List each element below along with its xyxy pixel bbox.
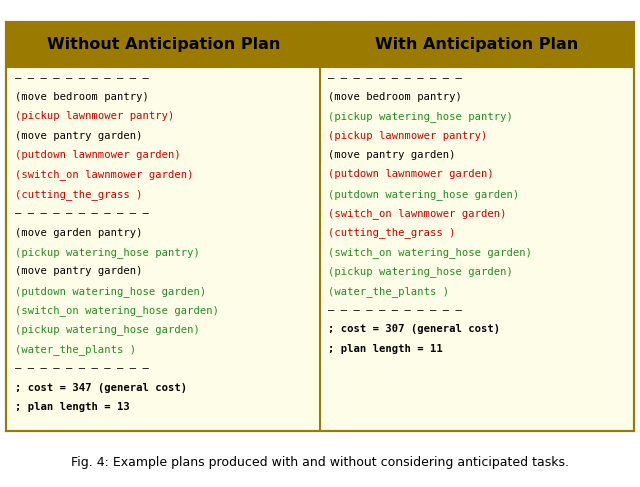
Text: (move bedroom pantry): (move bedroom pantry) bbox=[15, 92, 148, 102]
Text: ; plan length = 13: ; plan length = 13 bbox=[15, 402, 129, 412]
Text: (water_the_plants ): (water_the_plants ) bbox=[328, 286, 449, 297]
Text: — — — — — — — — — — —: — — — — — — — — — — — bbox=[15, 363, 148, 373]
Text: (switch_on watering_hose garden): (switch_on watering_hose garden) bbox=[328, 247, 532, 258]
Text: — — — — — — — — — — —: — — — — — — — — — — — bbox=[15, 208, 148, 218]
Text: (move pantry garden): (move pantry garden) bbox=[15, 131, 142, 141]
Text: (putdown watering_hose garden): (putdown watering_hose garden) bbox=[328, 189, 520, 200]
Bar bbox=[320, 22, 634, 67]
Text: — — — — — — — — — — —: — — — — — — — — — — — bbox=[328, 305, 462, 315]
Text: — — — — — — — — — — —: — — — — — — — — — — — bbox=[15, 73, 148, 83]
Text: (pickup watering_hose garden): (pickup watering_hose garden) bbox=[328, 266, 513, 277]
Text: ; cost = 307 (general cost): ; cost = 307 (general cost) bbox=[328, 324, 500, 335]
Text: Without Anticipation Plan: Without Anticipation Plan bbox=[47, 37, 280, 52]
Bar bbox=[6, 22, 320, 67]
Text: (pickup watering_hose pantry): (pickup watering_hose pantry) bbox=[328, 112, 513, 122]
Text: (pickup lawnmower pantry): (pickup lawnmower pantry) bbox=[15, 112, 174, 121]
Text: ; cost = 347 (general cost): ; cost = 347 (general cost) bbox=[15, 383, 187, 393]
Text: ; plan length = 11: ; plan length = 11 bbox=[328, 344, 443, 354]
Text: (cutting_the_grass ): (cutting_the_grass ) bbox=[328, 227, 456, 239]
Text: (putdown lawnmower garden): (putdown lawnmower garden) bbox=[15, 150, 180, 160]
Text: Fig. 4: Example plans produced with and without considering anticipated tasks.: Fig. 4: Example plans produced with and … bbox=[71, 456, 569, 469]
Text: — — — — — — — — — — —: — — — — — — — — — — — bbox=[328, 73, 462, 83]
Text: (putdown lawnmower garden): (putdown lawnmower garden) bbox=[328, 169, 494, 179]
Text: (pickup watering_hose garden): (pickup watering_hose garden) bbox=[15, 324, 200, 336]
Text: (move pantry garden): (move pantry garden) bbox=[15, 266, 142, 276]
Text: (cutting_the_grass ): (cutting_the_grass ) bbox=[15, 189, 142, 200]
Text: (switch_on watering_hose garden): (switch_on watering_hose garden) bbox=[15, 305, 219, 316]
Text: (move bedroom pantry): (move bedroom pantry) bbox=[328, 92, 462, 102]
Text: (pickup lawnmower pantry): (pickup lawnmower pantry) bbox=[328, 131, 488, 141]
Text: (switch_on lawnmower garden): (switch_on lawnmower garden) bbox=[328, 208, 507, 219]
Bar bbox=[6, 22, 634, 431]
Text: (putdown watering_hose garden): (putdown watering_hose garden) bbox=[15, 286, 206, 297]
Text: (switch_on lawnmower garden): (switch_on lawnmower garden) bbox=[15, 169, 193, 180]
Text: (move pantry garden): (move pantry garden) bbox=[328, 150, 456, 160]
Text: With Anticipation Plan: With Anticipation Plan bbox=[375, 37, 579, 52]
Text: (move garden pantry): (move garden pantry) bbox=[15, 227, 142, 238]
Text: (pickup watering_hose pantry): (pickup watering_hose pantry) bbox=[15, 247, 200, 258]
Text: (water_the_plants ): (water_the_plants ) bbox=[15, 344, 136, 355]
